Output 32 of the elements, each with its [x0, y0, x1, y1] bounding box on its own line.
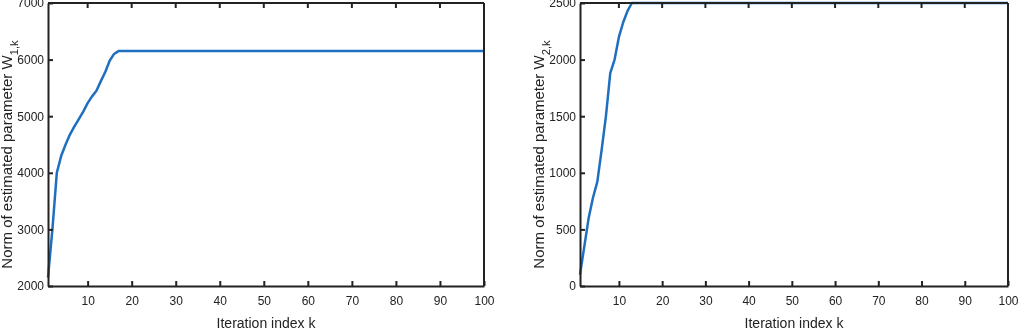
- x-tick-label: 90: [433, 293, 448, 308]
- x-tick-label: 40: [742, 293, 757, 308]
- y-tick-label: 1500: [549, 109, 577, 124]
- y-tick-label: 6000: [17, 52, 45, 67]
- line-series: [46, 49, 486, 279]
- y-tick-label: 0: [569, 279, 577, 294]
- x-tick-label: 100: [474, 293, 495, 308]
- x-tick-label: 60: [828, 293, 843, 308]
- x-tick-label: 100: [998, 293, 1019, 308]
- y-tick-label: 500: [555, 222, 577, 237]
- x-tick-label: 70: [345, 293, 360, 308]
- x-tick-label: 50: [257, 293, 272, 308]
- y-tick-label: 1000: [549, 166, 577, 181]
- x-tick-label: 50: [785, 293, 800, 308]
- x-tick-label: 80: [915, 293, 930, 308]
- x-axis-title: Iteration index k: [216, 315, 317, 331]
- x-tick-label: 10: [81, 293, 96, 308]
- y-tick-label: 3000: [17, 222, 45, 237]
- y-tick-label: 5000: [17, 109, 45, 124]
- x-tick-label: 20: [125, 293, 140, 308]
- x-axis-title: Iteration index k: [744, 315, 845, 331]
- x-tick-label: 80: [389, 293, 404, 308]
- x-tick-label: 40: [213, 293, 228, 308]
- x-tick-label: 70: [872, 293, 886, 308]
- x-tick-label: 30: [169, 293, 184, 308]
- x-tick-label: 60: [301, 293, 316, 308]
- x-tick-label: 20: [655, 293, 670, 308]
- x-tick-label: 30: [699, 293, 713, 308]
- x-tick-label: 90: [958, 293, 973, 308]
- y-tick-label: 2000: [17, 279, 45, 294]
- y-tick-label: 2000: [549, 52, 577, 67]
- x-tick-label: 10: [612, 293, 627, 308]
